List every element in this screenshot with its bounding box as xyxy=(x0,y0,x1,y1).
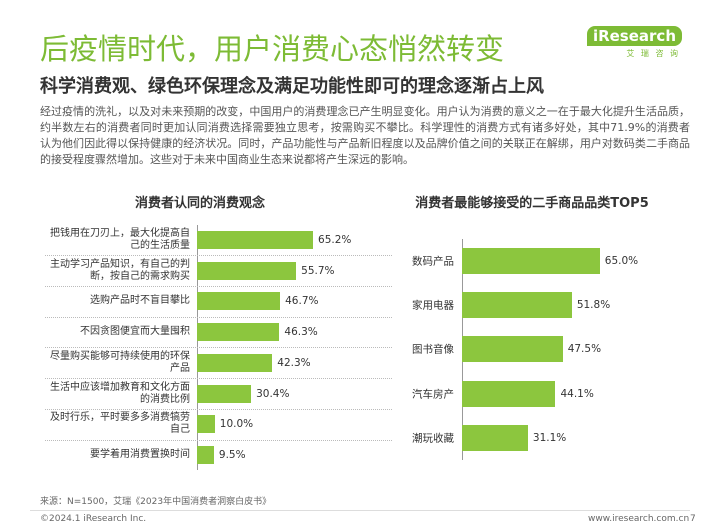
bar xyxy=(197,261,297,280)
value-label: 47.5% xyxy=(567,343,602,356)
category-label: 要学着用消费置换时间 xyxy=(90,448,190,460)
value-label: 65.2% xyxy=(318,234,352,246)
bar xyxy=(462,336,563,363)
value-label: 51.8% xyxy=(576,299,611,312)
row-separator xyxy=(45,439,392,441)
row-separator xyxy=(45,316,392,318)
row-separator xyxy=(45,286,392,288)
source: 来源：N=1500，艾瑞《2023年中国消费者洞察白皮书》 xyxy=(40,497,272,507)
category-label: 主动学习产品知识，有自己的判断，按自己的需求购买 xyxy=(50,258,190,282)
copyright: ©2024.1 iResearch Inc. xyxy=(40,514,147,524)
url: www.iresearch.com.cn xyxy=(588,514,690,524)
page-title: 后疫情时代，用户消费心态悄然转变 xyxy=(40,32,505,66)
logo: iResearch xyxy=(586,26,682,46)
chart-title: 消费者最能够接受的二手商品品类TOP5 xyxy=(415,196,649,211)
value-label: 46.7% xyxy=(285,295,319,308)
value-label: 55.7% xyxy=(301,264,335,277)
footer-rule xyxy=(30,510,690,511)
category-label: 尽量购买能够可持续使用的环保产品 xyxy=(50,350,190,374)
category-label: 把钱用在刀刃上，最大化提高自己的生活质量 xyxy=(50,228,190,251)
bar xyxy=(197,231,314,249)
value-label: 46.3% xyxy=(284,326,318,339)
value-label: 30.4% xyxy=(256,387,290,400)
page-subtitle: 科学消费观、绿色环保理念及满足功能性即可的理念逐渐占上风 xyxy=(40,76,544,97)
row-separator xyxy=(45,378,392,380)
category-label: 不因贪图便宜而大量囤积 xyxy=(80,326,190,338)
bar xyxy=(197,292,281,311)
value-label: 42.3% xyxy=(277,356,311,369)
chart-title: 消费者认同的消费观念 xyxy=(134,196,266,211)
category-label: 生活中应该增加教育和文化方面的消费比例 xyxy=(50,381,190,405)
category-label: 家用电器 xyxy=(412,299,454,312)
bar xyxy=(197,384,252,403)
row-separator xyxy=(45,408,392,410)
value-label: 9.5% xyxy=(218,448,246,461)
value-label: 65.0% xyxy=(604,255,639,267)
value-label: 31.1% xyxy=(532,431,567,444)
category-label: 数码产品 xyxy=(412,255,454,268)
category-label: 选购产品时不盲目攀比 xyxy=(90,295,190,307)
row-separator xyxy=(45,347,392,349)
bar xyxy=(462,248,600,274)
value-label: 44.1% xyxy=(560,387,594,400)
bar xyxy=(197,415,215,434)
row-separator xyxy=(45,255,392,257)
bar xyxy=(462,424,528,451)
category-label: 及时行乐，平时要多多消费犒劳自己 xyxy=(50,412,190,436)
bar xyxy=(197,323,280,342)
category-label: 潮玩收藏 xyxy=(412,432,454,445)
category-label: 图书音像 xyxy=(412,343,454,356)
bar xyxy=(462,380,556,407)
page-number: 7 xyxy=(690,514,696,524)
category-label: 汽车房产 xyxy=(412,388,454,401)
bar xyxy=(197,445,214,464)
value-label: 10.0% xyxy=(219,418,254,431)
bar xyxy=(197,353,273,372)
body-text: 经过疫情的洗礼，以及对未来预期的改变，中国用户的消费理念已产生明显变化。用户认为… xyxy=(40,105,690,166)
bar xyxy=(462,292,572,319)
logo-subtitle: 艾 瑞 咨 询 xyxy=(626,49,680,58)
